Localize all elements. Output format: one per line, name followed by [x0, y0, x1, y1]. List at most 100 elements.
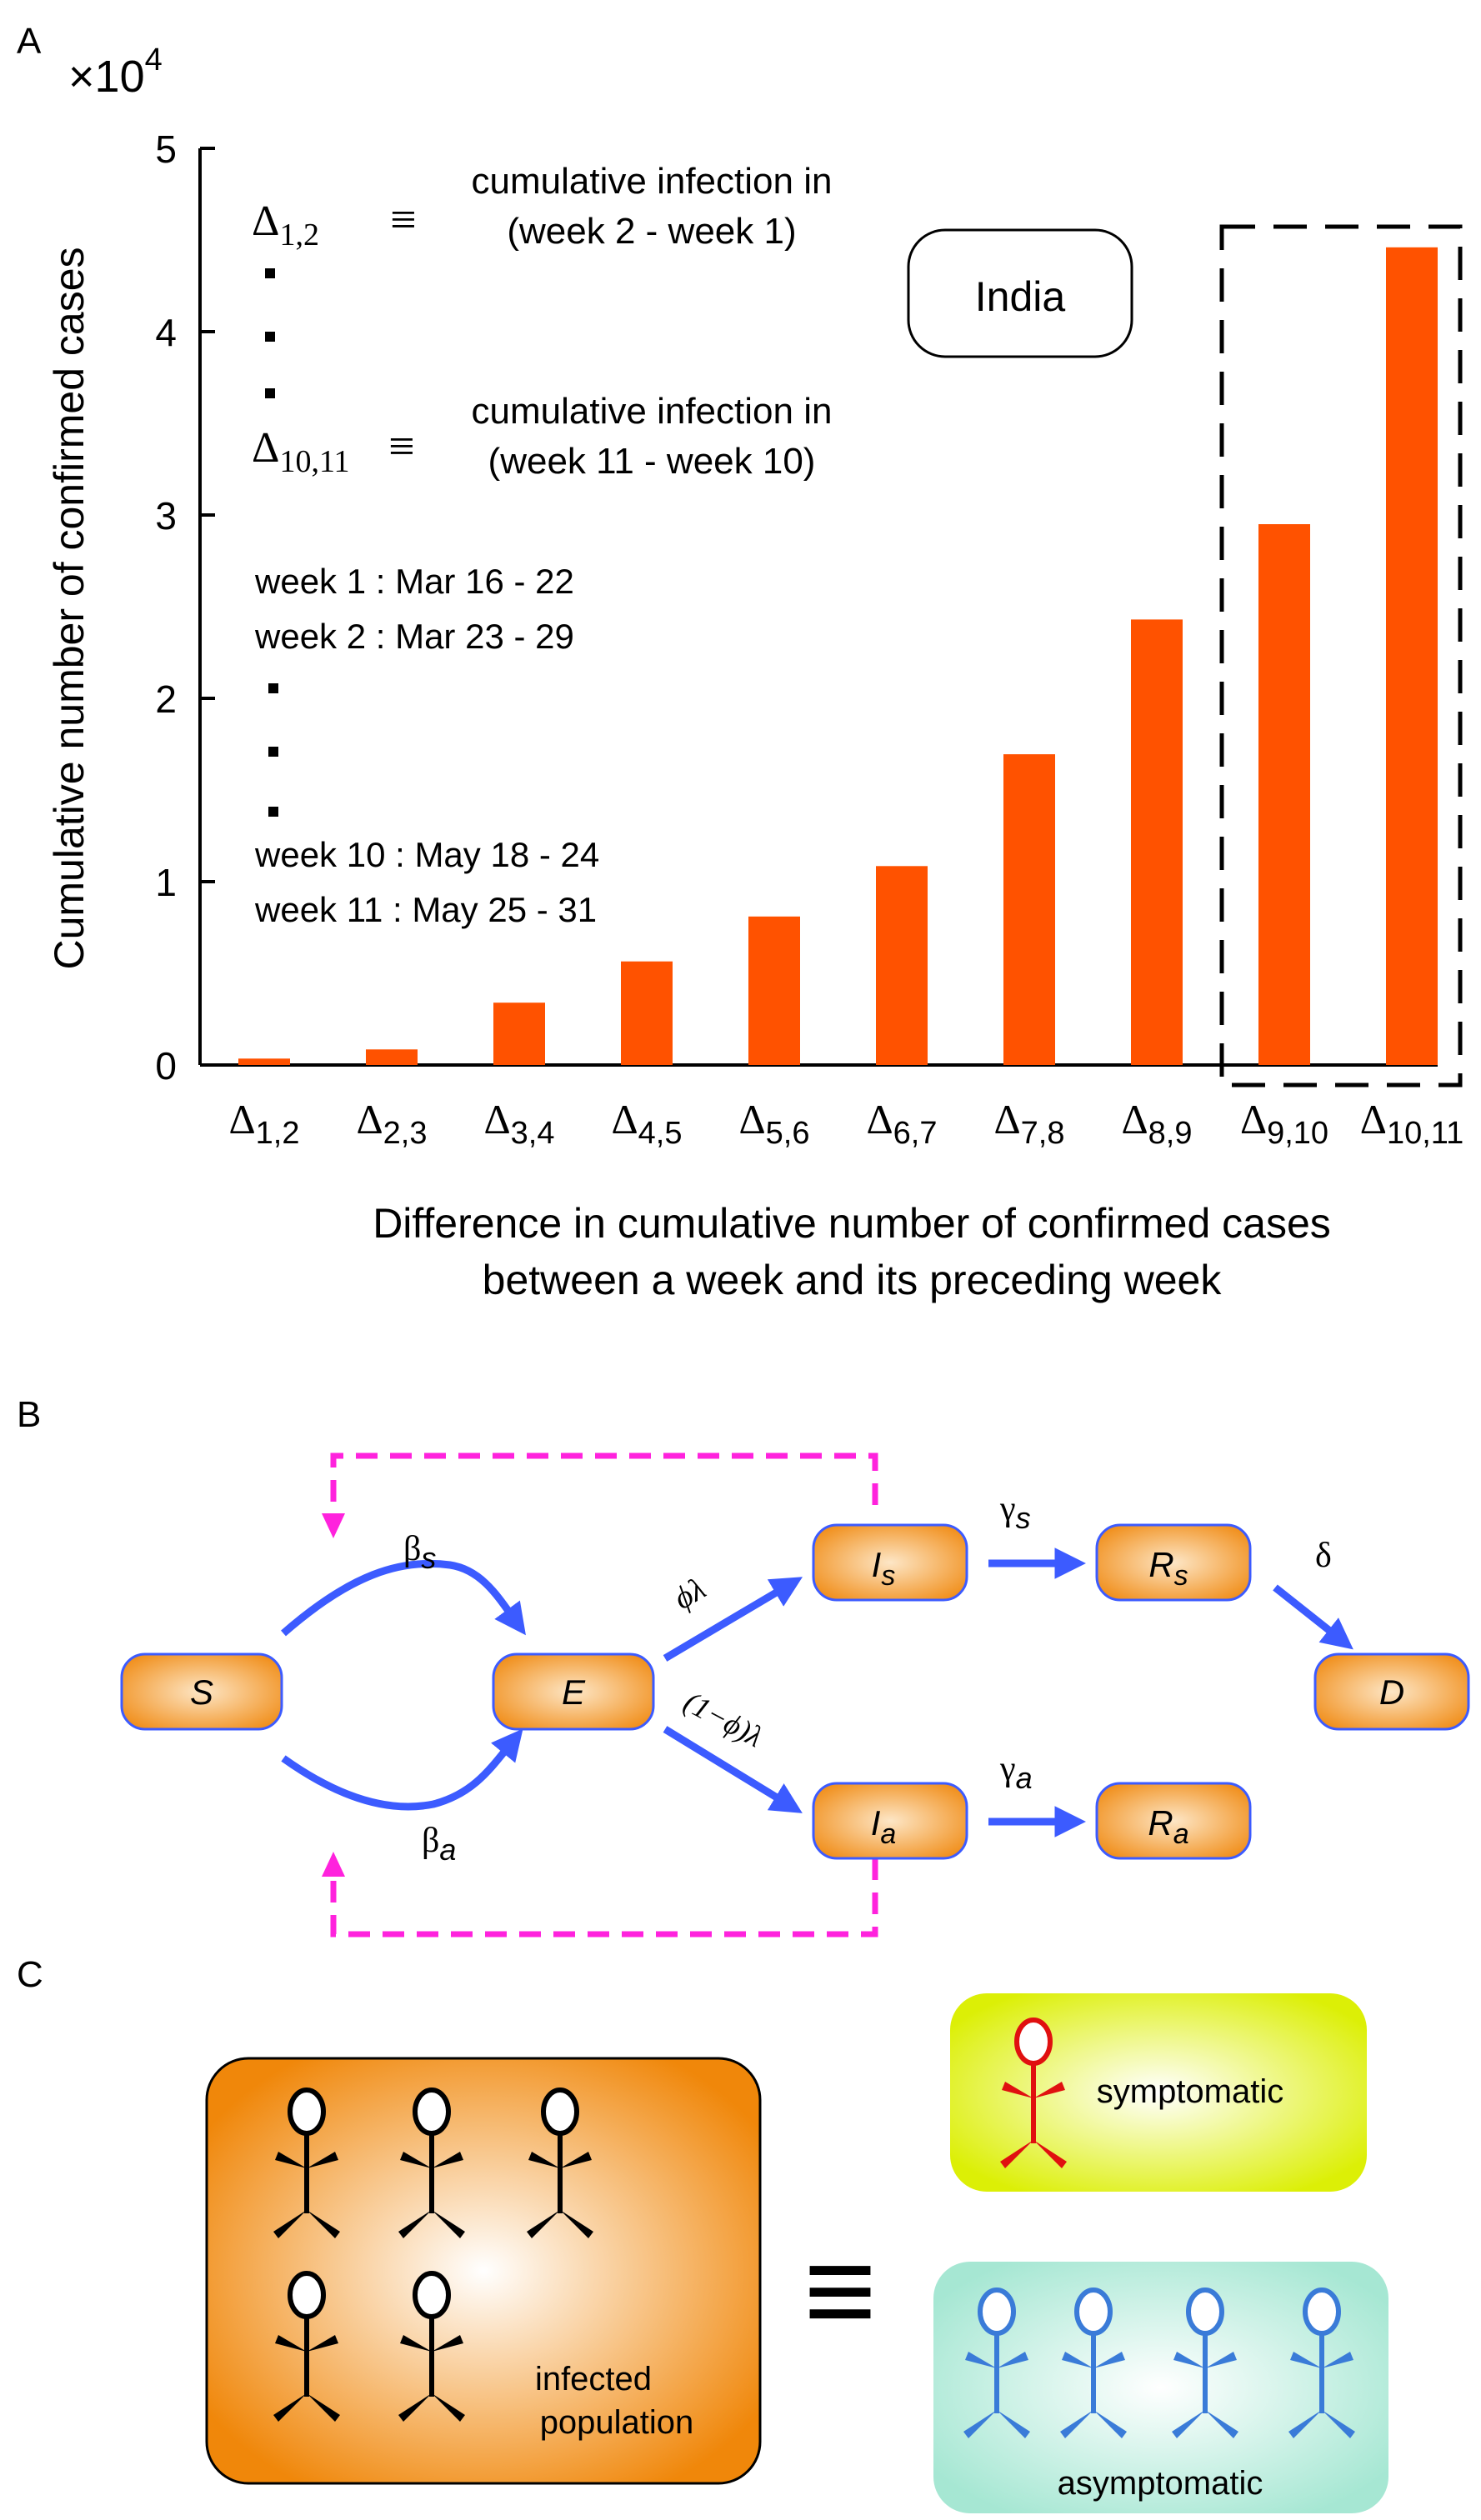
legend-week-11: week 11 : May 25 - 31 [254, 890, 597, 929]
x-tick-label: Δ6,7 [867, 1096, 938, 1151]
infected-figures [273, 2088, 593, 2422]
box-is [812, 1523, 968, 1602]
bar [1258, 524, 1310, 1065]
rate-gamma-s: γs [999, 1490, 1031, 1535]
bar [1003, 754, 1055, 1065]
legend-last-desc1: cumulative infection in [472, 391, 833, 432]
feedback-line-bottom [330, 1858, 878, 1938]
y-ticks: 0 1 2 3 4 5 [155, 128, 215, 1088]
person-icon [398, 2271, 465, 2422]
legend-week-10: week 10 : May 18 - 24 [254, 835, 599, 874]
legend-first-desc2: (week 2 - week 1) [507, 211, 796, 252]
box-d [1313, 1652, 1470, 1731]
x-axis-label-line2: between a week and its preceding week [483, 1257, 1223, 1303]
legend-dot [268, 807, 278, 817]
y-axis-label: Cumulative number of confirmed cases [46, 247, 93, 969]
legend-dot [268, 747, 278, 757]
equivalence-sign: ≡ [803, 2220, 877, 2360]
arrow-rs-to-d [1273, 1584, 1353, 1650]
x-tick-label: Δ3,4 [484, 1096, 555, 1151]
box-s [120, 1652, 283, 1731]
rate-beta-s: βs [403, 1530, 436, 1575]
person-icon [527, 2088, 593, 2238]
bar [238, 1058, 290, 1065]
symptomatic-box [950, 1993, 1367, 2192]
legend-dot [265, 332, 275, 342]
x-tick-label: Δ2,3 [357, 1096, 428, 1151]
legend-first-symbol: Δ1,2 [252, 198, 319, 252]
bar [1131, 619, 1183, 1065]
compartment-model: S E Is Ia Rs Ra D βs βa ϕλ (1−ϕ)λ γ [120, 1452, 1470, 1938]
legend-last-desc2: (week 11 - week 10) [488, 441, 816, 482]
label-ia: Ia [871, 1803, 897, 1850]
bar [748, 916, 800, 1065]
legend-dot [265, 388, 275, 398]
person-icon [1000, 2018, 1067, 2168]
box-e [492, 1652, 655, 1731]
infected-population-box [205, 2057, 762, 2485]
person-icon [273, 2271, 340, 2422]
asymptomatic-figures [963, 2288, 1355, 2438]
box-rs [1095, 1523, 1252, 1602]
rate-gamma-a: γa [999, 1750, 1033, 1795]
x-tick-label: Δ8,9 [1122, 1096, 1193, 1151]
label-rs: Rs [1148, 1545, 1188, 1592]
legend-first-desc1: cumulative infection in [472, 161, 833, 202]
symptomatic-figures [1000, 2018, 1067, 2168]
feedback-arrowhead-bottom [322, 1852, 345, 1877]
y-tick-label: 1 [155, 861, 177, 904]
legend-dot [265, 268, 275, 278]
country-label-box [907, 228, 1133, 358]
x-tick-label: Δ5,6 [739, 1096, 810, 1151]
rate-phi-lambda: ϕλ [668, 1571, 712, 1616]
panel-label-c: C [17, 1954, 43, 1995]
x-tick-label: Δ10,11 [1360, 1096, 1463, 1151]
y-tick-label: 2 [155, 678, 177, 721]
x-tick-label: Δ4,5 [612, 1096, 683, 1151]
y-tick-label: 3 [155, 494, 177, 538]
arrow-s-to-e-top [281, 1559, 526, 1637]
person-icon [1060, 2288, 1127, 2438]
box-ia [812, 1782, 968, 1860]
panel-label-b: B [17, 1394, 41, 1435]
box-ra [1095, 1782, 1252, 1860]
feedback-line-top [330, 1452, 878, 1515]
arrow-s-to-e-bottom [281, 1728, 523, 1811]
asymptomatic-label: asymptomatic [1058, 2465, 1263, 2502]
person-icon [273, 2088, 340, 2238]
infected-label-line1: infected [535, 2361, 652, 2398]
label-d: D [1379, 1672, 1404, 1712]
y-tick-label: 4 [155, 311, 177, 354]
label-e: E [562, 1672, 586, 1712]
arrow-e-to-ia [663, 1726, 803, 1813]
symptomatic-label: symptomatic [1097, 2073, 1284, 2110]
rate-delta: δ [1315, 1537, 1332, 1575]
y-tick-label: 0 [155, 1044, 177, 1088]
infected-label-line2: population [540, 2404, 694, 2441]
bars [238, 247, 1438, 1065]
x-tick-label: Δ1,2 [229, 1096, 300, 1151]
label-is: Is [872, 1545, 896, 1592]
feedback-arrowhead-top [322, 1513, 345, 1538]
arrow-e-to-is [663, 1577, 803, 1662]
person-icon [1172, 2288, 1238, 2438]
legend-dot [268, 683, 278, 693]
rate-beta-a: βa [422, 1822, 456, 1867]
label-s: S [190, 1672, 213, 1712]
legend-last-equiv: ≡ [388, 421, 415, 472]
panel-label-a: A [17, 21, 42, 62]
x-tick-label: Δ9,10 [1240, 1096, 1328, 1151]
bar [493, 1002, 545, 1065]
legend-week-2: week 2 : Mar 23 - 29 [254, 617, 574, 656]
asymptomatic-box [933, 2262, 1388, 2513]
person-icon [963, 2288, 1030, 2438]
legend-first-equiv: ≡ [390, 194, 417, 246]
legend-last-symbol: Δ10,11 [252, 424, 350, 479]
person-icon [398, 2088, 465, 2238]
population-panel: infected population ≡ symptomatic asympt… [205, 1993, 1388, 2513]
y-scale-label: ×104 [68, 42, 163, 102]
bar [876, 866, 928, 1065]
label-ra: Ra [1148, 1803, 1188, 1850]
